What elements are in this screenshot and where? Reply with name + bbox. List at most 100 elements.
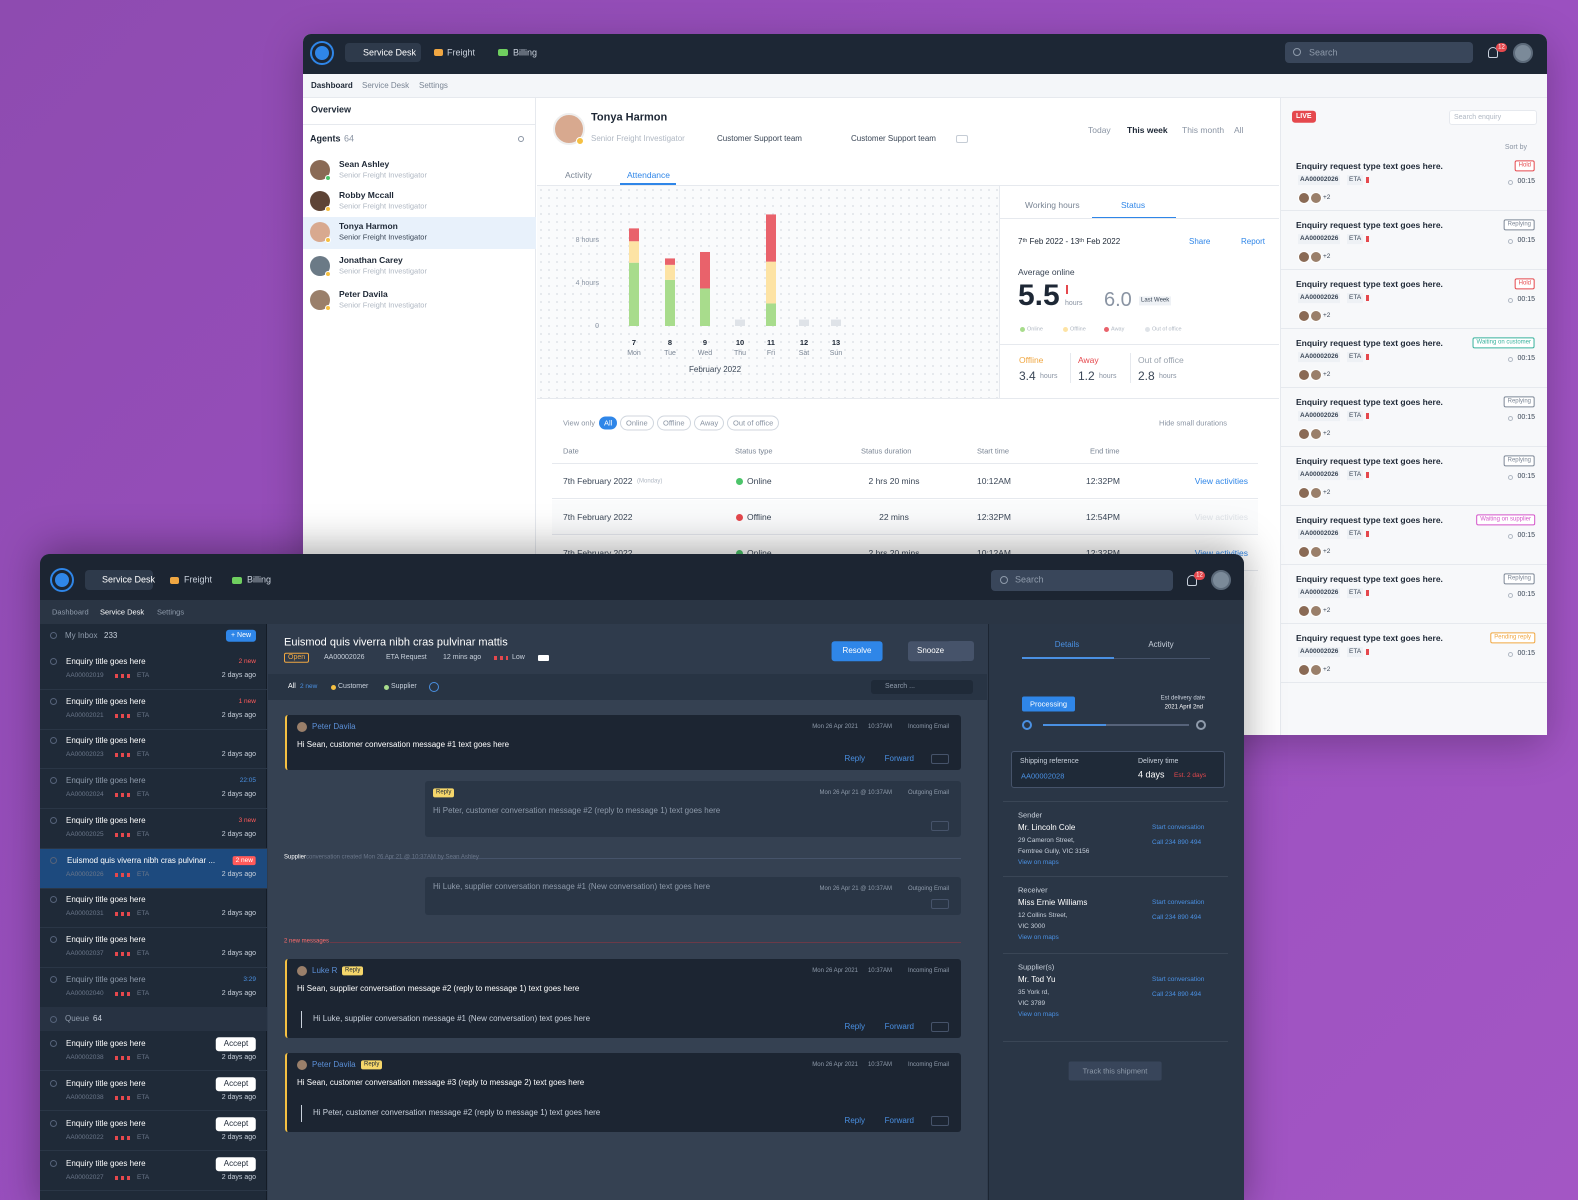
tab[interactable]: Details	[1054, 640, 1080, 650]
tab[interactable]: Activity	[1148, 640, 1174, 650]
search-box[interactable]	[991, 570, 1173, 591]
nav-tab[interactable]: Billing	[513, 47, 538, 58]
item-title[interactable]: Euismod quis viverra nibh cras pulvinar …	[67, 855, 216, 865]
item-title[interactable]: Enquiry title goes here	[66, 776, 146, 786]
link[interactable]: Start conversation	[1152, 976, 1205, 984]
subnav-tab[interactable]: Service Desk	[100, 607, 145, 617]
forward-link[interactable]: Forward	[884, 1116, 914, 1126]
search-placeholder[interactable]: Search enquiry	[1454, 113, 1502, 121]
link[interactable]: View activities	[1194, 475, 1248, 486]
filter[interactable]: All	[288, 682, 296, 690]
subnav-tab[interactable]: Dashboard	[311, 81, 353, 91]
tab[interactable]: Status	[1121, 199, 1146, 210]
filter[interactable]: Customer	[338, 682, 369, 690]
subnav-tab[interactable]: Service Desk	[362, 81, 410, 91]
accept-button[interactable]: Accept	[215, 1157, 257, 1171]
accept-button[interactable]: Accept	[215, 1077, 257, 1091]
filter-chip[interactable]: Out of office	[727, 415, 780, 431]
forward-link[interactable]: Forward	[884, 754, 914, 764]
enquiry-title[interactable]: Enquiry request type text goes here.	[1296, 396, 1443, 407]
subnav-tab[interactable]: Dashboard	[52, 607, 89, 617]
nav-tab[interactable]: Billing	[247, 574, 272, 585]
enquiry-title[interactable]: Enquiry request type text goes here.	[1296, 573, 1443, 584]
subnav-tab[interactable]: Settings	[419, 81, 448, 91]
search-placeholder[interactable]: Search ...	[885, 682, 915, 690]
range-tab[interactable]: This month	[1182, 124, 1225, 135]
link[interactable]: View on maps	[1018, 859, 1059, 867]
link[interactable]: Call 234 890 494	[1152, 991, 1202, 999]
link[interactable]: AA00002028	[1021, 771, 1065, 781]
link[interactable]: Start conversation	[1152, 899, 1205, 907]
link[interactable]: Start conversation	[1152, 824, 1205, 832]
resolve-button[interactable]: Resolve	[831, 641, 883, 661]
range-tab[interactable]: Today	[1088, 124, 1111, 135]
item-title[interactable]: Enquiry title goes here	[66, 895, 146, 905]
link[interactable]: Share	[1189, 237, 1211, 247]
track-button[interactable]: Track this shipment	[1068, 1061, 1162, 1081]
more-button[interactable]	[931, 1022, 949, 1032]
accept-button[interactable]: Accept	[215, 1037, 257, 1051]
agent-name[interactable]: Sean Ashley	[339, 158, 390, 169]
item-title[interactable]: Enquiry title goes here	[66, 935, 146, 945]
reply-link[interactable]: Reply	[844, 754, 865, 764]
search-box[interactable]	[1449, 110, 1537, 125]
nav-tab[interactable]: Service Desk	[363, 47, 417, 58]
item-title[interactable]: Enquiry title goes here	[66, 736, 146, 746]
reply-link[interactable]: Reply	[844, 1022, 865, 1032]
enquiry-title[interactable]: Enquiry request type text goes here.	[1296, 455, 1443, 466]
search-box[interactable]	[871, 680, 973, 694]
tab[interactable]: Activity	[565, 169, 592, 180]
nav-tab[interactable]: Freight	[447, 47, 476, 58]
more-button[interactable]	[931, 754, 949, 764]
subnav-tab[interactable]: Settings	[157, 607, 185, 617]
nav-tab[interactable]: Service Desk	[102, 574, 156, 585]
link[interactable]: View on maps	[1018, 934, 1059, 942]
link[interactable]: View activities	[1194, 547, 1248, 558]
new-button[interactable]: + New	[225, 629, 257, 643]
filter-chip[interactable]: Away	[694, 415, 725, 431]
reply-link[interactable]: Reply	[844, 1116, 865, 1126]
item-title[interactable]: Enquiry title goes here	[66, 816, 146, 825]
filter-chip[interactable]: Offline	[657, 415, 691, 431]
enquiry-title[interactable]: Enquiry request type text goes here.	[1296, 514, 1443, 525]
link[interactable]: Report	[1241, 237, 1266, 247]
item-title[interactable]: Enquiry title goes here	[66, 1119, 146, 1129]
link[interactable]: Call 234 890 494	[1152, 839, 1202, 847]
sort[interactable]: Sort by	[1504, 143, 1527, 151]
search-box[interactable]	[1285, 42, 1473, 63]
tab[interactable]: Working hours	[1025, 199, 1080, 210]
agent-name[interactable]: Jonathan Carey	[339, 254, 403, 265]
item-title[interactable]: Enquiry title goes here	[66, 696, 146, 706]
more-button[interactable]	[931, 1116, 949, 1126]
link[interactable]: View activities	[1194, 511, 1248, 522]
item-title[interactable]: Enquiry title goes here	[66, 1159, 146, 1169]
item-title[interactable]: Enquiry title goes here	[66, 1079, 146, 1089]
item-title[interactable]: Enquiry title goes here	[66, 974, 146, 984]
search-placeholder[interactable]: Search	[1309, 47, 1338, 58]
search-placeholder[interactable]: Search	[1015, 574, 1044, 585]
accept-button[interactable]: Accept	[215, 1117, 257, 1131]
item-title[interactable]: Enquiry title goes here	[66, 657, 146, 667]
filter[interactable]: Supplier	[391, 682, 417, 690]
agent-name[interactable]: Robby Mccall	[339, 189, 394, 200]
enquiry-title[interactable]: Enquiry request type text goes here.	[1296, 278, 1443, 289]
more-button[interactable]	[931, 821, 949, 831]
agent-name[interactable]: Tonya Harmon	[339, 220, 398, 231]
label[interactable]: Hide small durations	[1159, 418, 1227, 428]
enquiry-title[interactable]: Enquiry request type text goes here.	[1296, 632, 1443, 643]
forward-link[interactable]: Forward	[884, 1022, 914, 1032]
link[interactable]: View on maps	[1018, 1011, 1059, 1019]
more-button[interactable]	[931, 899, 949, 909]
tab[interactable]: Attendance	[627, 169, 671, 180]
agent-name[interactable]: Peter Davila	[339, 288, 388, 299]
link[interactable]: Call 234 890 494	[1152, 914, 1202, 922]
enquiry-title[interactable]: Enquiry request type text goes here.	[1296, 337, 1443, 348]
enquiry-title[interactable]: Enquiry request type text goes here.	[1296, 219, 1443, 230]
enquiry-title[interactable]: Enquiry request type text goes here.	[1296, 160, 1443, 171]
range-tab[interactable]: This week	[1127, 124, 1168, 135]
more-button[interactable]	[947, 641, 974, 661]
nav-tab[interactable]: Freight	[184, 574, 213, 585]
range-tab[interactable]: All	[1234, 124, 1244, 135]
filter-chip[interactable]: All	[599, 416, 618, 430]
filter-chip[interactable]: Online	[620, 415, 654, 431]
